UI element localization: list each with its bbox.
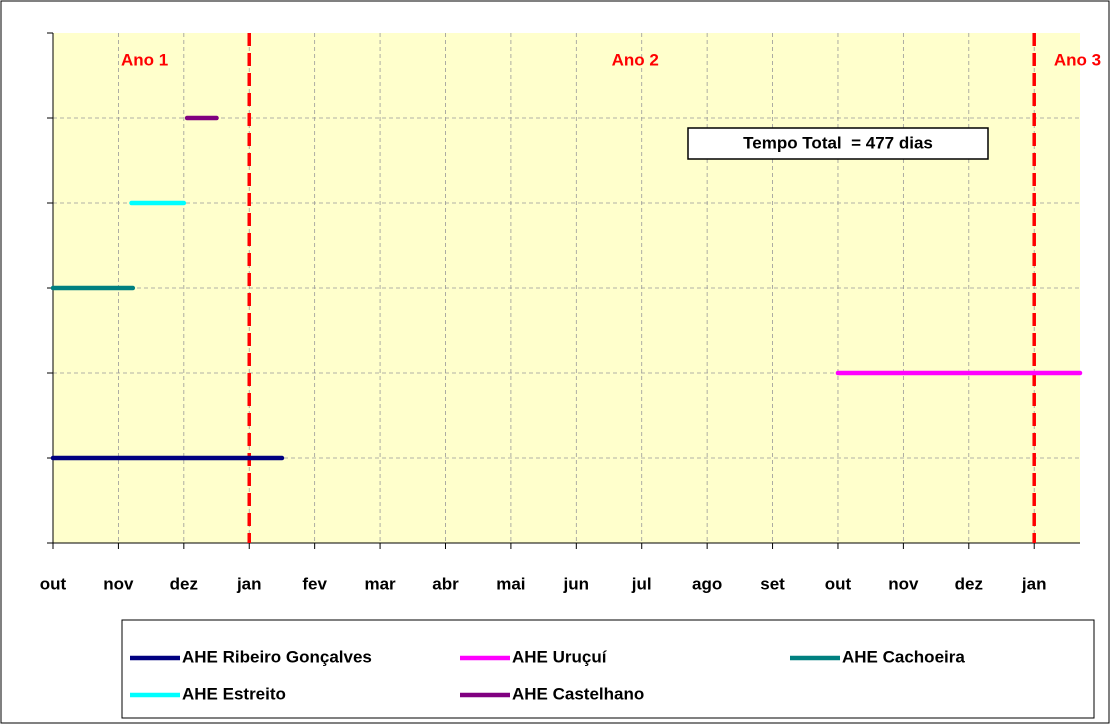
x-tick-label: mai xyxy=(496,574,525,593)
year-label: Ano 2 xyxy=(612,50,659,69)
legend-label: AHE Castelhano xyxy=(512,684,644,703)
legend xyxy=(121,619,1095,719)
x-tick-label: abr xyxy=(432,574,459,593)
x-tick-label: jan xyxy=(1021,574,1047,593)
x-tick-label: dez xyxy=(955,574,983,593)
x-tick-label: jul xyxy=(631,574,652,593)
legend-label: AHE Estreito xyxy=(182,684,286,703)
legend-label: AHE Ribeiro Gonçalves xyxy=(182,647,372,666)
x-tick-label: out xyxy=(825,574,852,593)
total-box xyxy=(687,127,989,160)
x-tick-label: ago xyxy=(692,574,722,593)
x-tick-label: jan xyxy=(236,574,262,593)
x-tick-label: set xyxy=(760,574,785,593)
legend-label: AHE Uruçuí xyxy=(512,647,608,666)
x-tick-label: out xyxy=(40,574,67,593)
legend-label: AHE Cachoeira xyxy=(842,647,965,666)
x-tick-label: fev xyxy=(302,574,327,593)
x-tick-label: jun xyxy=(563,574,590,593)
year-label: Ano 3 xyxy=(1054,50,1101,69)
x-tick-label: nov xyxy=(888,574,919,593)
total-text: Tempo Total = 477 dias xyxy=(743,133,933,152)
x-tick-label: dez xyxy=(170,574,198,593)
x-tick-label: mar xyxy=(364,574,396,593)
x-tick-label: nov xyxy=(103,574,134,593)
year-label: Ano 1 xyxy=(121,50,168,69)
